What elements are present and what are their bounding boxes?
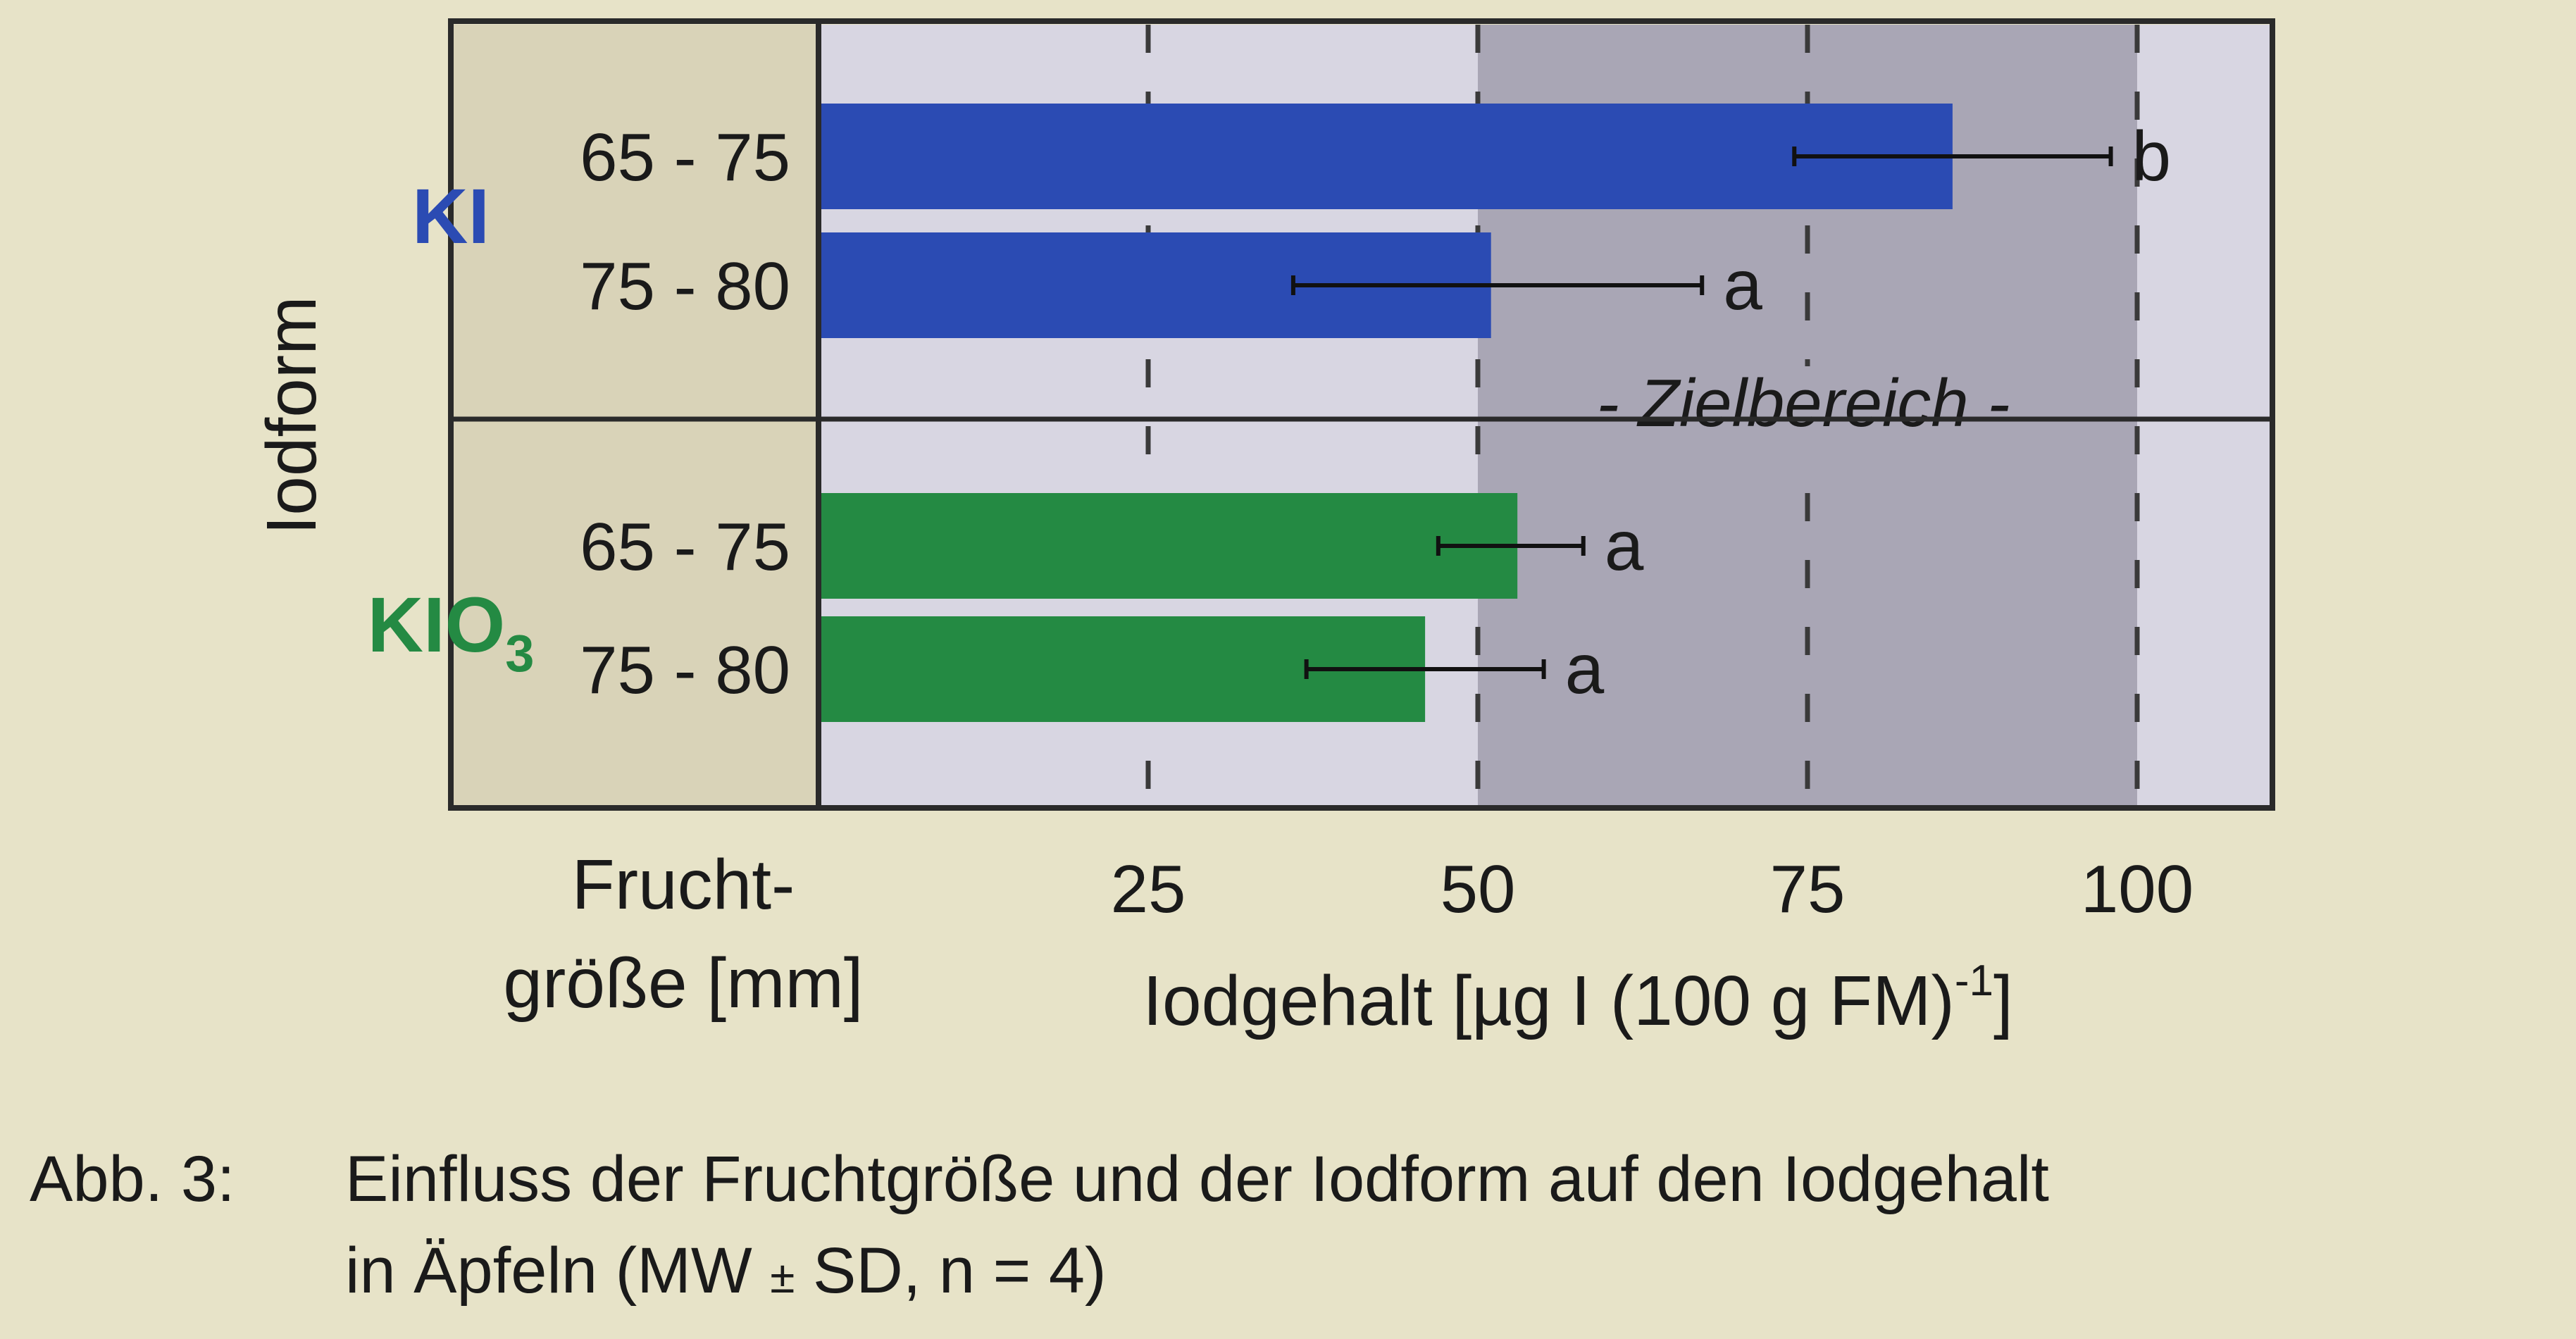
error-bar-1-1 bbox=[1304, 659, 1546, 679]
x-tick-label-25: 25 bbox=[1111, 852, 1186, 927]
group-label-ki: KI bbox=[412, 173, 490, 260]
significance-letter-1-0: a bbox=[1605, 506, 1644, 585]
x-tick-label-100: 100 bbox=[2081, 852, 2194, 927]
x-axis-title-end: ] bbox=[1993, 961, 2013, 1040]
x-tick-labels: 25 50 75 100 bbox=[1111, 852, 2194, 927]
x-tick-label-75: 75 bbox=[1770, 852, 1846, 927]
target-range-label-background bbox=[1550, 366, 2043, 458]
group-label-kio3: KIO3 bbox=[368, 582, 535, 683]
category-label-panel bbox=[451, 25, 819, 808]
bar-0-0 bbox=[821, 104, 1953, 209]
group-label-ki-main: KI bbox=[412, 173, 490, 260]
x-axis-title-main: Iodgehalt [µg I (100 g FM) bbox=[1143, 961, 1955, 1040]
caption-line1: Einfluss der Fruchtgröße und der Iodform… bbox=[345, 1143, 2049, 1215]
significance-letter-0-1: a bbox=[1723, 246, 1762, 325]
category-axis-title-line1: Frucht- bbox=[572, 845, 795, 924]
bars bbox=[821, 104, 1953, 722]
category-label-1-0: 65 - 75 bbox=[580, 509, 790, 585]
significance-letter-0-0: b bbox=[2132, 117, 2172, 196]
category-labels: 65 - 75 75 - 80 65 - 75 75 - 80 bbox=[580, 120, 790, 708]
group-label-kio3-main: KIO bbox=[368, 582, 506, 668]
group-label-kio3-sub: 3 bbox=[505, 624, 534, 683]
x-tick-label-50: 50 bbox=[1441, 852, 1516, 927]
caption-line2-pre: in Äpfeln (MW bbox=[345, 1235, 770, 1307]
significance-letter-1-1: a bbox=[1565, 630, 1605, 709]
category-label-0-1: 75 - 80 bbox=[580, 249, 790, 324]
caption-label: Abb. 3: bbox=[30, 1143, 235, 1215]
error-bars bbox=[1290, 147, 2113, 679]
bar-1-0 bbox=[821, 493, 1518, 599]
error-bar-1-0 bbox=[1436, 536, 1586, 556]
x-axis-title-superscript: -1 bbox=[1955, 957, 1993, 1005]
target-range-label: - Zielbereich - bbox=[1597, 366, 2010, 441]
category-label-1-1: 75 - 80 bbox=[580, 633, 790, 708]
category-label-0-0: 65 - 75 bbox=[580, 120, 790, 195]
caption-line2: in Äpfeln (MW ± SD, n = 4) bbox=[345, 1235, 1107, 1307]
error-bar-0-1 bbox=[1290, 275, 1705, 295]
caption-line2-post: SD, n = 4) bbox=[795, 1235, 1106, 1307]
x-axis-title: Iodgehalt [µg I (100 g FM)-1] bbox=[1143, 957, 2013, 1040]
y-axis-title: Iodform bbox=[252, 296, 331, 535]
caption-plus-minus: ± bbox=[770, 1252, 795, 1302]
category-axis-title-line2: größe [mm] bbox=[503, 944, 863, 1023]
error-bar-0-0 bbox=[1792, 147, 2113, 166]
